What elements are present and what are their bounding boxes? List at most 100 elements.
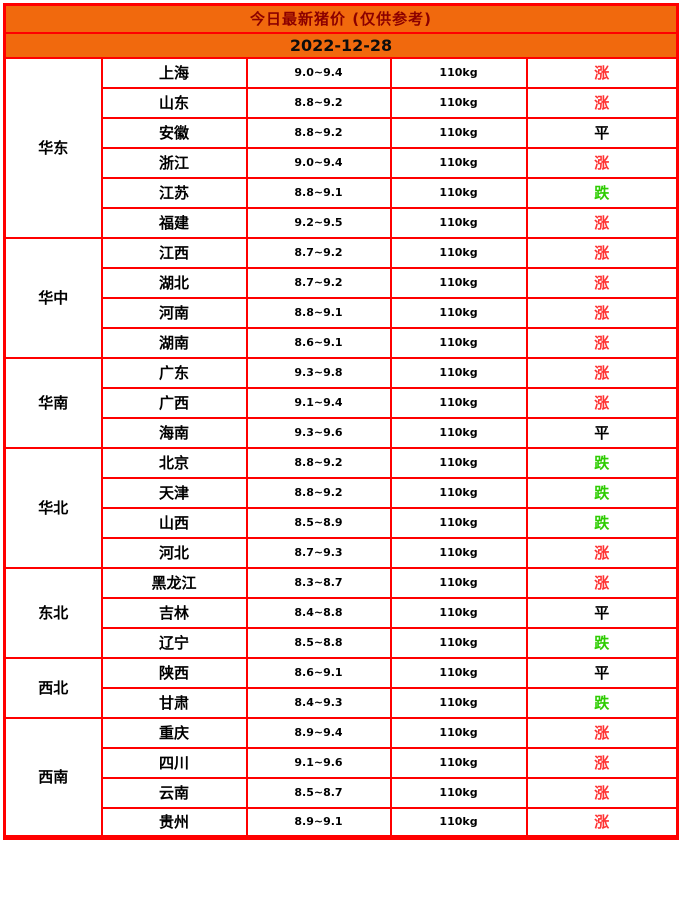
weight-cell: 110kg [389,536,528,569]
weight-cell: 110kg [389,476,528,509]
table-row: 吉林 8.4~8.8 110kg 平 [5,596,679,629]
price-cell: 8.8~9.2 [245,86,392,119]
weight-cell: 110kg [389,206,528,239]
trend-cell: 涨 [525,566,679,599]
table-row: 云南 8.5~8.7 110kg 涨 [5,776,679,809]
table-row: 福建 9.2~9.5 110kg 涨 [5,206,679,239]
trend-cell: 涨 [525,326,679,359]
table-row: 河南 8.8~9.1 110kg 涨 [5,296,679,329]
table-row: 安徽 8.8~9.2 110kg 平 [5,116,679,149]
price-cell: 9.2~9.5 [245,206,392,239]
table-row: 山东 8.8~9.2 110kg 涨 [5,86,679,119]
price-cell: 8.3~8.7 [245,566,392,599]
price-cell: 8.8~9.1 [245,296,392,329]
table-row: 江苏 8.8~9.1 110kg 跌 [5,176,679,209]
weight-cell: 110kg [389,686,528,719]
trend-cell: 跌 [525,686,679,719]
region-cell: 华中 [3,236,103,359]
weight-cell: 110kg [389,656,528,689]
province-cell: 江西 [100,236,248,269]
province-cell: 湖南 [100,326,248,359]
price-cell: 8.7~9.2 [245,266,392,299]
weight-cell: 110kg [389,296,528,329]
trend-cell: 涨 [525,86,679,119]
province-cell: 甘肃 [100,686,248,719]
table-row: 湖北 8.7~9.2 110kg 涨 [5,266,679,299]
weight-cell: 110kg [389,746,528,779]
trend-cell: 涨 [525,206,679,239]
trend-cell: 涨 [525,236,679,269]
region-cell: 华南 [3,356,103,449]
table-row: 浙江 9.0~9.4 110kg 涨 [5,146,679,179]
trend-cell: 涨 [525,536,679,569]
province-cell: 重庆 [100,716,248,749]
province-cell: 山西 [100,506,248,539]
table-row: 海南 9.3~9.6 110kg 平 [5,416,679,449]
province-cell: 河南 [100,296,248,329]
price-cell: 8.8~9.2 [245,446,392,479]
weight-cell: 110kg [389,566,528,599]
page-title: 今日最新猪价 (仅供参考) [3,3,679,34]
trend-cell: 涨 [525,356,679,389]
trend-cell: 涨 [525,806,679,839]
price-cell: 8.7~9.3 [245,536,392,569]
weight-cell: 110kg [389,776,528,809]
province-cell: 安徽 [100,116,248,149]
weight-cell: 110kg [389,506,528,539]
province-cell: 黑龙江 [100,566,248,599]
weight-cell: 110kg [389,806,528,839]
price-cell: 9.1~9.4 [245,386,392,419]
price-cell: 9.3~9.6 [245,416,392,449]
province-cell: 海南 [100,416,248,449]
region-cell: 华北 [3,446,103,569]
table-row: 华中 江西 8.7~9.2 110kg 涨 [3,236,679,359]
table-row: 湖南 8.6~9.1 110kg 涨 [5,326,679,359]
weight-cell: 110kg [389,86,528,119]
weight-cell: 110kg [389,176,528,209]
table-row: 山西 8.5~8.9 110kg 跌 [5,506,679,539]
province-cell: 山东 [100,86,248,119]
region-cell: 东北 [3,566,103,659]
trend-cell: 涨 [525,746,679,779]
weight-cell: 110kg [389,446,528,479]
price-cell: 8.4~8.8 [245,596,392,629]
province-cell: 吉林 [100,596,248,629]
province-cell: 辽宁 [100,626,248,659]
province-cell: 四川 [100,746,248,779]
price-cell: 8.5~8.8 [245,626,392,659]
table-row: 河北 8.7~9.3 110kg 涨 [5,536,679,569]
price-cell: 8.6~9.1 [245,656,392,689]
price-cell: 8.4~9.3 [245,686,392,719]
province-cell: 北京 [100,446,248,479]
weight-cell: 110kg [389,116,528,149]
title-row: 今日最新猪价 (仅供参考) [3,3,679,34]
trend-cell: 涨 [525,146,679,179]
date-label: 2022-12-28 [3,31,679,59]
weight-cell: 110kg [389,236,528,269]
price-cell: 8.5~8.7 [245,776,392,809]
table-row: 辽宁 8.5~8.8 110kg 跌 [5,626,679,659]
province-cell: 贵州 [100,806,248,839]
trend-cell: 涨 [525,716,679,749]
trend-cell: 涨 [525,296,679,329]
trend-cell: 跌 [525,506,679,539]
table-row: 广西 9.1~9.4 110kg 涨 [5,386,679,419]
weight-cell: 110kg [389,416,528,449]
province-cell: 广西 [100,386,248,419]
table-row: 四川 9.1~9.6 110kg 涨 [5,746,679,779]
weight-cell: 110kg [389,596,528,629]
table-row: 西北 陕西 8.6~9.1 110kg 平 [3,656,679,719]
province-cell: 上海 [100,56,248,89]
table-row: 东北 黑龙江 8.3~8.7 110kg 涨 [3,566,679,659]
region-cell: 西南 [3,716,103,839]
weight-cell: 110kg [389,386,528,419]
price-cell: 8.6~9.1 [245,326,392,359]
province-cell: 天津 [100,476,248,509]
weight-cell: 110kg [389,266,528,299]
table-row: 华南 广东 9.3~9.8 110kg 涨 [3,356,679,449]
table-row: 甘肃 8.4~9.3 110kg 跌 [5,686,679,719]
trend-cell: 涨 [525,776,679,809]
trend-cell: 跌 [525,476,679,509]
price-cell: 8.9~9.1 [245,806,392,839]
province-cell: 浙江 [100,146,248,179]
